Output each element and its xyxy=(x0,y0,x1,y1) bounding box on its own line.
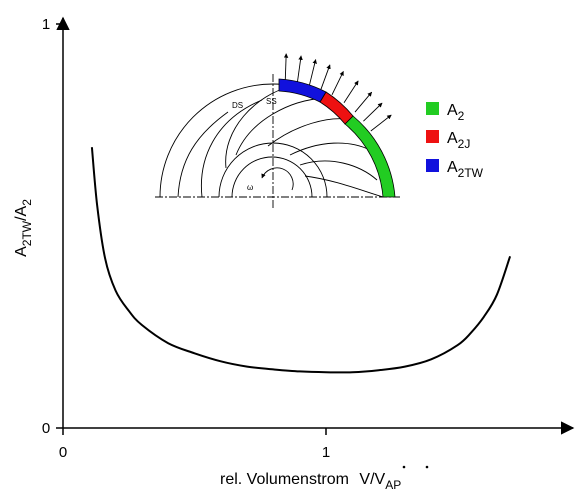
inset-blade-3 xyxy=(226,86,292,168)
y-axis-title: A2TW/A2 xyxy=(13,199,34,257)
legend-label-a2j: A2J xyxy=(447,130,470,151)
inset-small-arc xyxy=(232,157,312,197)
y-axis-title-sub2: 2 xyxy=(20,199,34,206)
y-axis-title-sub1: 2TW xyxy=(20,220,34,246)
legend-label-a2: A2 xyxy=(447,102,465,123)
inset-label-ds: DS xyxy=(232,101,243,110)
outflow-arrow-8 xyxy=(371,115,392,131)
vdot-1 xyxy=(403,466,406,469)
outflow-arrow-4 xyxy=(332,71,343,94)
y-tick-label-1: 1 xyxy=(42,16,50,33)
inset-label-ss: SS xyxy=(266,97,277,106)
inset-rotation-arrow xyxy=(262,168,293,190)
x-axis-title-text: rel. Volumenstrom xyxy=(220,471,349,488)
legend-label-a2-main: A xyxy=(447,102,458,119)
legend-label-a2j-sub: 2J xyxy=(458,137,471,151)
legend-label-a2j-main: A xyxy=(447,130,458,147)
outflow-arrow-7 xyxy=(363,103,382,121)
x-tick-label-1: 1 xyxy=(322,444,330,461)
x-axis-title: rel. Volumenstrom V/VAP xyxy=(220,471,401,492)
inset-band-a2 xyxy=(345,116,395,197)
inset-band-a2tw xyxy=(279,79,326,102)
legend-label-a2tw-sub: 2TW xyxy=(458,166,484,180)
x-axis-title-sub: AP xyxy=(385,478,401,492)
legend-label-a2tw: A2TW xyxy=(447,159,484,180)
legend-label-a2tw-main: A xyxy=(447,159,458,176)
inset-blade-8 xyxy=(305,176,383,197)
inset-blade-6 xyxy=(290,143,370,155)
outflow-arrow-6 xyxy=(355,92,372,112)
outflow-arrow-0 xyxy=(285,54,286,80)
y-axis-title-a2: A xyxy=(13,205,30,216)
legend-swatch-a2tw xyxy=(426,159,439,172)
outflow-arrow-1 xyxy=(298,56,302,82)
x-tick-label-0: 0 xyxy=(59,444,67,461)
inset-blade-5 xyxy=(268,119,352,146)
outflow-arrow-3 xyxy=(321,65,330,89)
legend-label-a2-sub: 2 xyxy=(458,109,465,123)
x-axis-title-v2: V xyxy=(375,471,386,488)
legend: A2 A2J A2TW xyxy=(426,102,484,180)
series-line xyxy=(92,147,510,372)
outflow-arrow-5 xyxy=(344,81,358,103)
outflow-arrow-2 xyxy=(310,60,316,85)
x-axis-title-v: V xyxy=(359,471,370,488)
legend-swatch-a2 xyxy=(426,102,439,115)
impeller-inset xyxy=(155,54,400,210)
inset-label-omega: ω xyxy=(247,183,253,192)
y-axis-title-a1: A xyxy=(13,246,30,257)
y-tick-label-0: 0 xyxy=(42,420,50,437)
legend-swatch-a2j xyxy=(426,130,439,143)
vdot-2 xyxy=(426,466,429,469)
